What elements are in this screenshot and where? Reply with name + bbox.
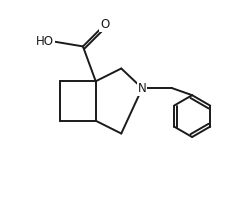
Text: HO: HO [36, 35, 54, 48]
Text: N: N [138, 82, 147, 95]
Text: O: O [100, 18, 109, 31]
